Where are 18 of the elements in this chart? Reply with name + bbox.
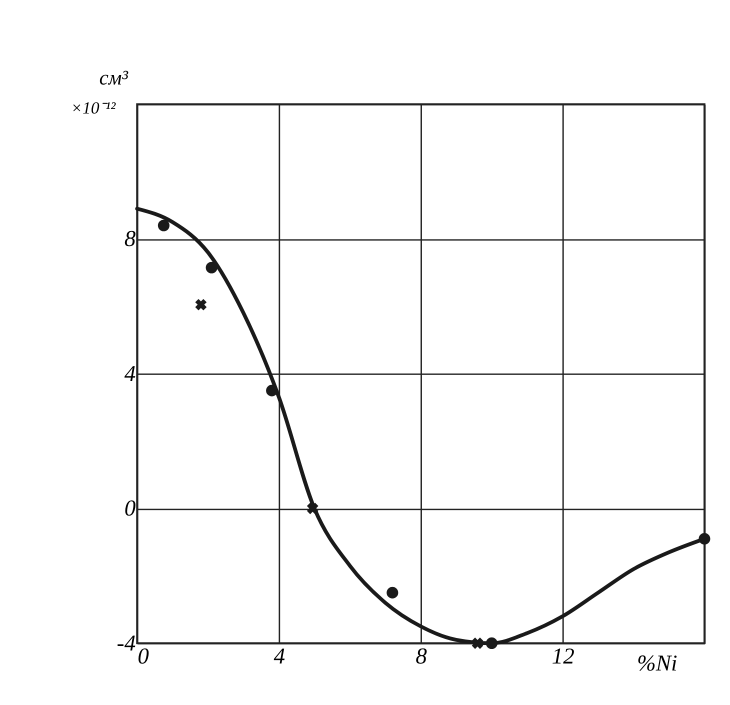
y-axis-title: см³ bbox=[99, 66, 129, 90]
x-tick-label: 8 bbox=[416, 644, 428, 669]
y-tick-label: 0 bbox=[124, 496, 136, 521]
x-tick-label: 12 bbox=[552, 644, 574, 669]
point bbox=[386, 586, 398, 598]
y-tick-label: 4 bbox=[124, 360, 136, 386]
point bbox=[158, 220, 170, 232]
text: ×10⁻¹² bbox=[70, 98, 117, 118]
point bbox=[206, 262, 218, 274]
point bbox=[472, 637, 484, 649]
point bbox=[306, 502, 318, 514]
point bbox=[698, 533, 710, 545]
x-axis-title: %Ni bbox=[637, 650, 678, 676]
y-tick-label: -4 bbox=[116, 630, 136, 656]
y-tick-label: 8 bbox=[124, 226, 136, 252]
x-tick-label: 4 bbox=[274, 644, 286, 669]
point bbox=[486, 637, 498, 649]
point bbox=[195, 298, 207, 310]
